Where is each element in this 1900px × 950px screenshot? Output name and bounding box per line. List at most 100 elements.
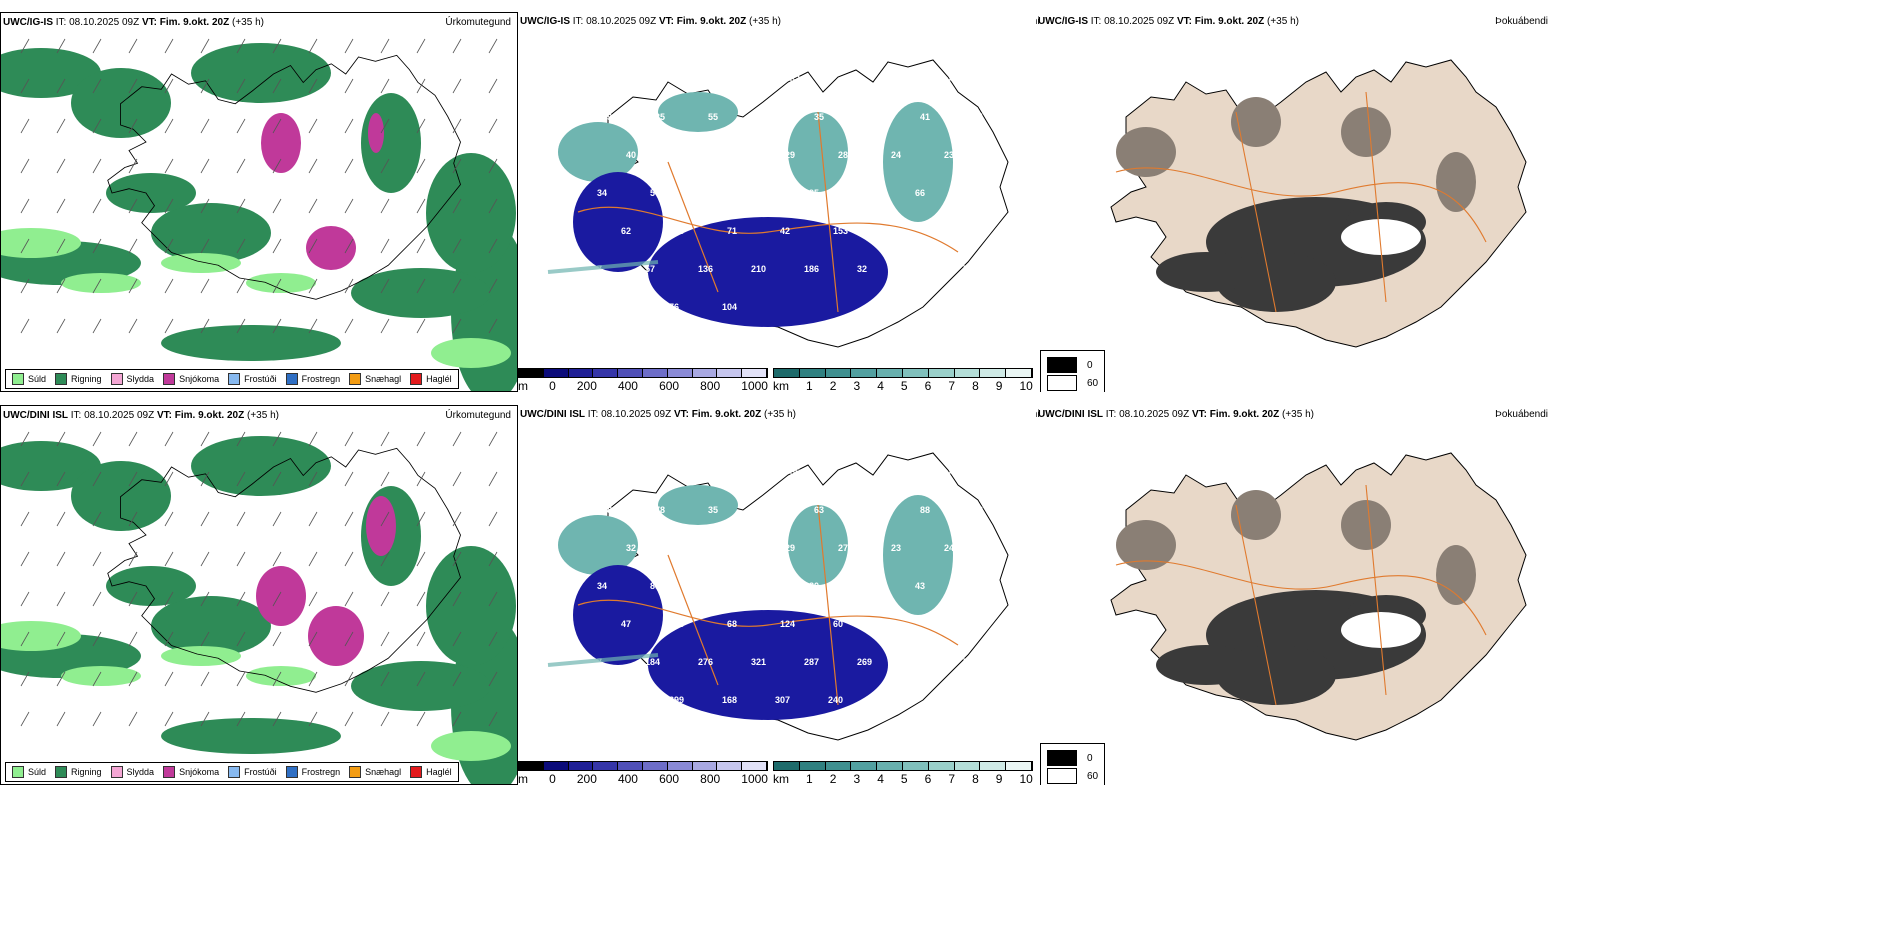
wind-barb bbox=[452, 671, 462, 687]
visibility-label: 68 bbox=[727, 619, 737, 629]
visibility-label: 104 bbox=[722, 302, 737, 312]
wind-barb bbox=[272, 551, 282, 567]
drizzle-area bbox=[161, 646, 241, 666]
colorbar-tick: 600 bbox=[659, 379, 680, 392]
wind-barb bbox=[236, 631, 246, 647]
wind-barb bbox=[308, 511, 318, 527]
wind-barb bbox=[380, 238, 390, 254]
visibility-label: 44 bbox=[949, 74, 959, 84]
wind-barb bbox=[308, 431, 318, 447]
wind-barb bbox=[56, 511, 66, 527]
colorbar-tick: 200 bbox=[576, 379, 597, 392]
legend-item: Súld bbox=[12, 766, 46, 778]
colorbar-tick: 400 bbox=[617, 379, 638, 392]
rain-area bbox=[106, 173, 196, 213]
wind-barb bbox=[488, 318, 498, 334]
colorbar-tick: 2 bbox=[829, 379, 837, 392]
wind-barb bbox=[236, 471, 246, 487]
visibility-label: 68 bbox=[896, 74, 906, 84]
wind-barb bbox=[56, 78, 66, 94]
rain-area bbox=[1, 48, 101, 98]
colorbar-cell bbox=[642, 369, 668, 377]
visibility-label: 37 bbox=[679, 543, 689, 553]
precip-legend: Súld Rigning Slydda Snjókoma Frostúði Frostre… bbox=[5, 369, 459, 389]
drizzle-area bbox=[161, 253, 241, 273]
visibility-label: 41 bbox=[867, 112, 877, 122]
wind-barb bbox=[452, 318, 462, 334]
colorbar-cell bbox=[742, 762, 767, 770]
colorbar-cell bbox=[928, 369, 955, 377]
wind-barb bbox=[164, 278, 174, 294]
legend-label: Haglél bbox=[426, 767, 452, 777]
wind-barb bbox=[488, 431, 498, 447]
visibility-label: 54 bbox=[650, 188, 660, 198]
wind-barb bbox=[380, 511, 390, 527]
visibility-label: 35 bbox=[708, 505, 718, 515]
fog-legend-item: 60 bbox=[1047, 375, 1098, 391]
legend-item: Rigning bbox=[55, 766, 102, 778]
wind-barb bbox=[308, 198, 318, 214]
wind-barb bbox=[344, 78, 354, 94]
panel-header: UWC/DINI ISL IT: 08.10.2025 09Z VT: Fim.… bbox=[520, 409, 796, 420]
colorbar-cell bbox=[954, 762, 981, 770]
precip-type-panel: UWC/DINI ISL IT: 08.10.2025 09Z VT: Fim.… bbox=[0, 405, 518, 785]
wind-barb bbox=[200, 591, 210, 607]
fog-area bbox=[1156, 645, 1256, 685]
colorbar-cell bbox=[902, 369, 929, 377]
wind-barb bbox=[488, 551, 498, 567]
wind-barb bbox=[308, 38, 318, 54]
wind-barb bbox=[380, 198, 390, 214]
wind-barb bbox=[56, 238, 66, 254]
visibility-label: 204 bbox=[939, 619, 954, 629]
panel-header: UWC/DINI ISL IT: 08.10.2025 09Z VT: Fim.… bbox=[1038, 409, 1314, 420]
legend-swatch bbox=[285, 373, 298, 385]
wind-barb bbox=[128, 278, 138, 294]
visibility-label: 65 bbox=[843, 467, 853, 477]
wind-barb bbox=[236, 238, 246, 254]
wind-barb bbox=[344, 551, 354, 567]
visibility-label: 41 bbox=[703, 581, 713, 591]
legend-item: Frostúði bbox=[228, 373, 277, 385]
colorbar-cell bbox=[1006, 762, 1032, 770]
wind-barb bbox=[380, 631, 390, 647]
fog-swatch bbox=[1047, 357, 1077, 373]
visibility-label: 287 bbox=[804, 657, 819, 667]
wind-barb bbox=[308, 471, 318, 487]
precip-type-panel: UWC/IG-IS IT: 08.10.2025 09Z VT: Fim. 9.… bbox=[0, 12, 518, 392]
wind-barb bbox=[416, 158, 426, 174]
rain-area bbox=[151, 596, 271, 656]
wind-barb bbox=[488, 711, 498, 727]
wind-barb bbox=[452, 78, 462, 94]
snow-area bbox=[261, 113, 301, 173]
visibility-label: 52 bbox=[939, 226, 949, 236]
wind-barb bbox=[56, 278, 66, 294]
wind-barb bbox=[380, 671, 390, 687]
legend-swatch bbox=[163, 373, 176, 385]
wind-barb bbox=[452, 711, 462, 727]
wind-barb bbox=[164, 318, 174, 334]
visibility-bar-strip bbox=[773, 761, 1033, 771]
legend-swatch bbox=[12, 373, 24, 385]
legend-item: Frostúði bbox=[228, 766, 277, 778]
wind-barb bbox=[380, 551, 390, 567]
legend-item: Súld bbox=[12, 373, 46, 385]
colorbar-cell bbox=[667, 369, 693, 377]
colorbar-cell bbox=[593, 762, 619, 770]
roads bbox=[577, 504, 959, 706]
wind-barb bbox=[92, 511, 102, 527]
colorbar-unit: m bbox=[518, 379, 528, 392]
legend-swatch bbox=[285, 766, 298, 778]
wind-barb bbox=[272, 431, 282, 447]
wind-barb bbox=[452, 511, 462, 527]
visibility-area bbox=[658, 92, 738, 132]
visibility-label: 62 bbox=[578, 467, 588, 477]
visibility-label: 42 bbox=[732, 150, 742, 160]
wind-barb bbox=[164, 431, 174, 447]
visibility-label: 35 bbox=[655, 112, 665, 122]
wind-barb bbox=[416, 238, 426, 254]
wind-barb bbox=[20, 631, 30, 647]
wind-barb bbox=[380, 711, 390, 727]
fog-legend: 0 60 bbox=[1040, 350, 1106, 392]
wind-barb bbox=[56, 318, 66, 334]
colorbar-cell bbox=[980, 369, 1007, 377]
